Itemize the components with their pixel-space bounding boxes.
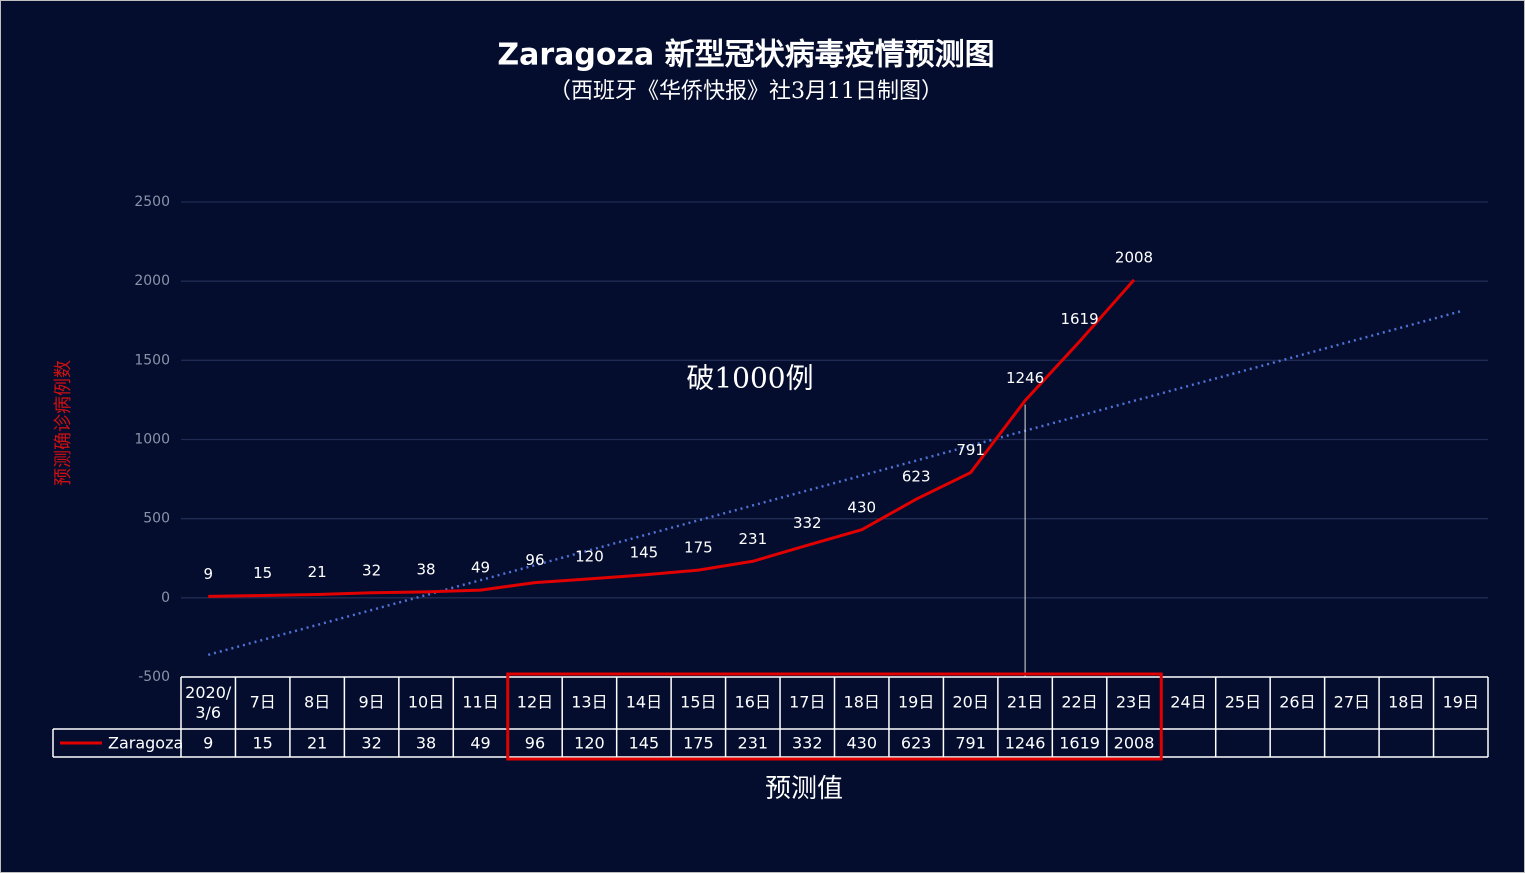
y-tick-label: 2000 bbox=[134, 273, 170, 289]
x-tick-label: 2020/3/6 bbox=[185, 683, 232, 722]
table-value: 96 bbox=[525, 734, 545, 753]
data-label: 15 bbox=[253, 564, 272, 582]
chart-subtitle: （西班牙《华侨快报》社3月11日制图） bbox=[549, 79, 943, 104]
x-tick-label: 16日 bbox=[735, 693, 771, 712]
data-label: 791 bbox=[956, 441, 985, 459]
legend-label: Zaragoza bbox=[108, 734, 183, 753]
x-tick-label: 12日 bbox=[517, 693, 553, 712]
y-tick-label: -500 bbox=[138, 669, 170, 685]
x-tick-label: 15日 bbox=[680, 693, 716, 712]
chart-title: Zaragoza 新型冠状病毒疫情预测图 bbox=[497, 38, 994, 73]
data-label: 1246 bbox=[1006, 369, 1044, 387]
data-label: 430 bbox=[847, 498, 876, 516]
y-tick-label: 2500 bbox=[134, 194, 170, 210]
table-value: 175 bbox=[683, 734, 714, 753]
data-label: 49 bbox=[471, 559, 490, 577]
x-tick-label: 11日 bbox=[462, 693, 498, 712]
y-tick-label: 1000 bbox=[134, 432, 170, 448]
x-tick-label: 18日 bbox=[1388, 693, 1424, 712]
data-label: 332 bbox=[793, 514, 822, 532]
y-tick-label: 1500 bbox=[134, 352, 170, 368]
data-label: 32 bbox=[362, 561, 381, 579]
table-value: 145 bbox=[629, 734, 660, 753]
x-tick-label: 26日 bbox=[1279, 693, 1315, 712]
x-tick-label: 7日 bbox=[250, 693, 276, 712]
table-value: 120 bbox=[574, 734, 605, 753]
table-value: 623 bbox=[901, 734, 932, 753]
x-tick-label: 19日 bbox=[898, 693, 934, 712]
table-value: 1246 bbox=[1005, 734, 1046, 753]
table-value: 231 bbox=[738, 734, 769, 753]
table-value: 49 bbox=[470, 734, 490, 753]
y-tick-label: 0 bbox=[161, 590, 170, 606]
table-value: 2008 bbox=[1114, 734, 1155, 753]
data-label: 1619 bbox=[1060, 310, 1098, 328]
x-tick-label: 22日 bbox=[1061, 693, 1097, 712]
annotation: 破1000例 bbox=[686, 362, 813, 395]
y-axis-label: 预测确诊病例数 bbox=[53, 360, 74, 486]
table-value: 332 bbox=[792, 734, 823, 753]
y-tick-label: 500 bbox=[143, 511, 170, 527]
x-tick-label: 10日 bbox=[408, 693, 444, 712]
table-value: 21 bbox=[307, 734, 327, 753]
x-tick-label: 24日 bbox=[1170, 693, 1206, 712]
x-tick-label: 21日 bbox=[1007, 693, 1043, 712]
data-label: 96 bbox=[525, 551, 544, 569]
x-tick-label: 18日 bbox=[844, 693, 880, 712]
table-value: 1619 bbox=[1059, 734, 1100, 753]
table-value: 9 bbox=[203, 734, 213, 753]
x-tick-label: 23日 bbox=[1116, 693, 1152, 712]
table-value: 38 bbox=[416, 734, 436, 753]
x-tick-label: 9日 bbox=[359, 693, 385, 712]
trendline bbox=[207, 310, 1462, 657]
data-label: 9 bbox=[203, 565, 213, 583]
data-label: 623 bbox=[902, 468, 931, 486]
x-tick-label: 25日 bbox=[1225, 693, 1261, 712]
data-label: 145 bbox=[630, 543, 659, 561]
x-tick-label: 27日 bbox=[1334, 693, 1370, 712]
table-value: 430 bbox=[846, 734, 877, 753]
x-tick-label: 19日 bbox=[1443, 693, 1479, 712]
data-label: 175 bbox=[684, 539, 713, 557]
x-tick-label: 20日 bbox=[952, 693, 988, 712]
x-axis-label: 预测值 bbox=[765, 774, 843, 804]
data-label: 21 bbox=[308, 563, 327, 581]
table-value: 15 bbox=[253, 734, 273, 753]
x-tick-label: 13日 bbox=[571, 693, 607, 712]
table-value: 791 bbox=[955, 734, 986, 753]
table-value: 32 bbox=[361, 734, 381, 753]
x-tick-label: 8日 bbox=[304, 693, 330, 712]
data-label: 231 bbox=[738, 530, 767, 548]
series-line bbox=[208, 278, 1136, 598]
data-label: 38 bbox=[417, 560, 436, 578]
x-tick-label: 17日 bbox=[789, 693, 825, 712]
data-label: 2008 bbox=[1115, 248, 1153, 266]
highlight-box bbox=[506, 672, 1163, 761]
data-label: 120 bbox=[575, 547, 604, 565]
x-tick-label: 14日 bbox=[626, 693, 662, 712]
